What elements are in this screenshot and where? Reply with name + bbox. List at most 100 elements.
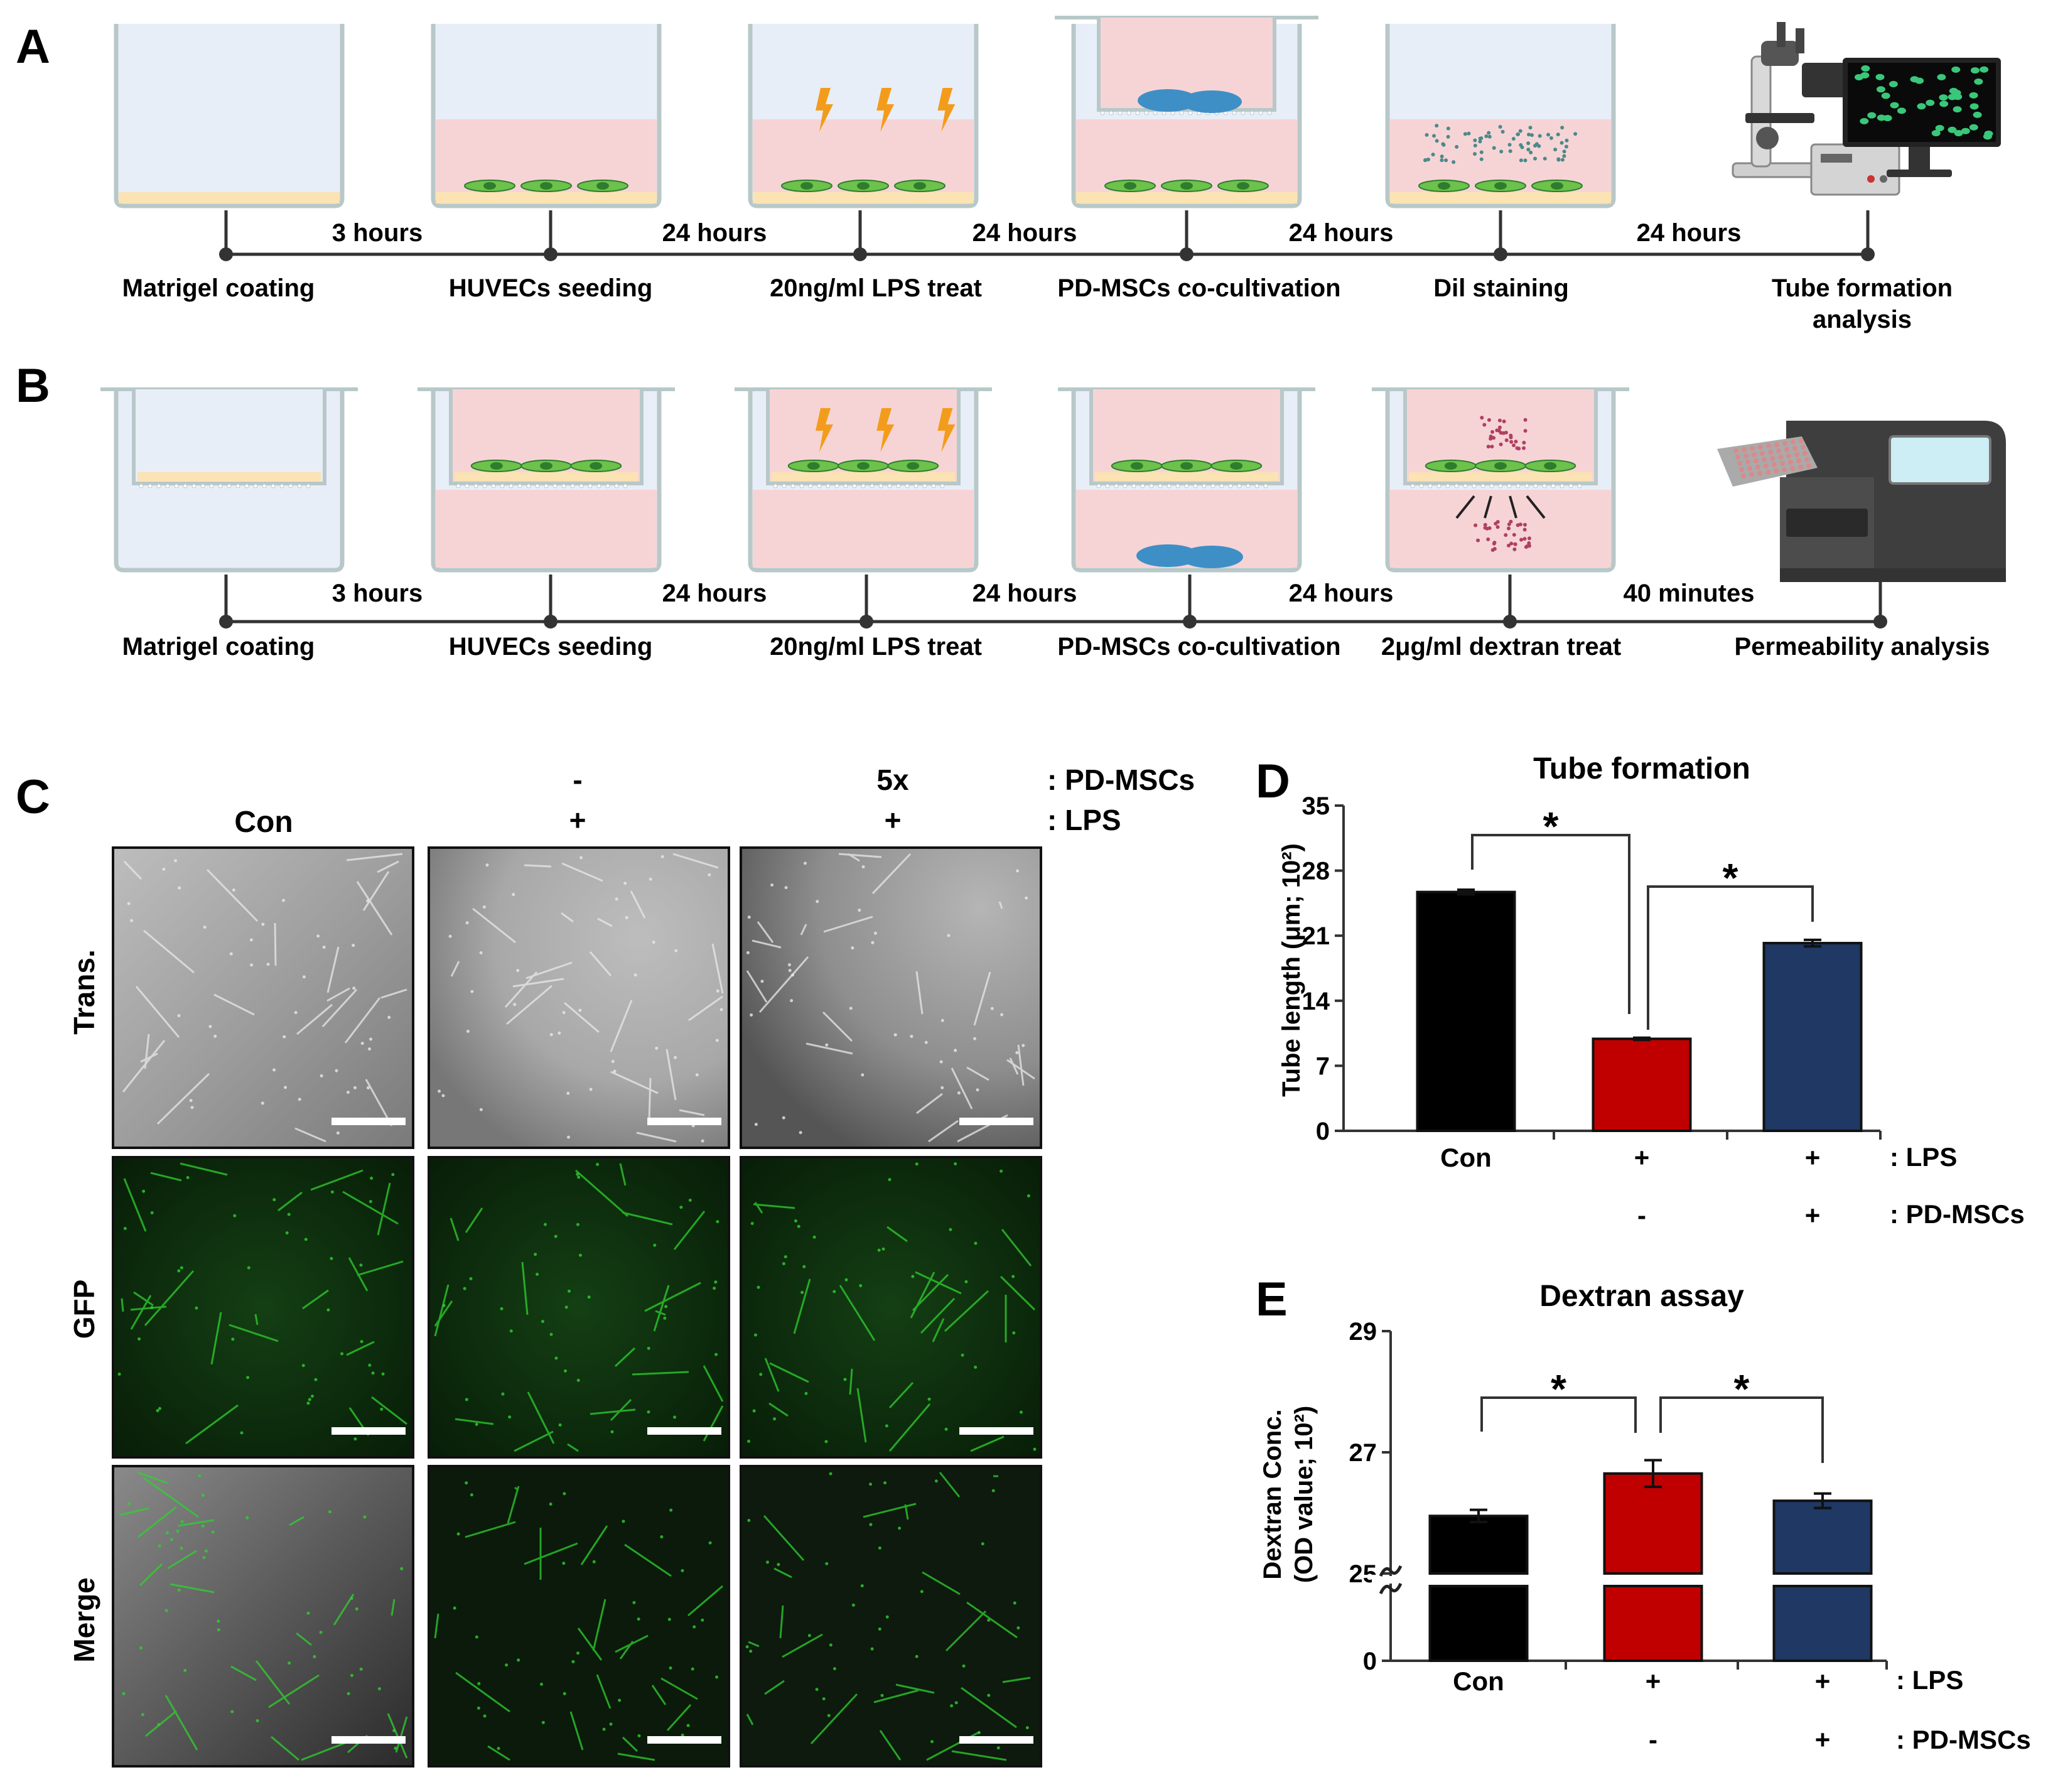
- y-tick-label: 0: [1363, 1648, 1377, 1675]
- scale-bar: [331, 1736, 406, 1744]
- row-label-trans: Trans.: [68, 949, 100, 1035]
- x-row1-label: +: [1634, 1143, 1650, 1172]
- panel-d-letter: D: [1256, 755, 1290, 808]
- row-label-lps: : LPS: [1047, 804, 1121, 836]
- y-tick-label: 14: [1302, 988, 1330, 1015]
- scale-bar: [331, 1427, 406, 1435]
- timeline-b-step: HUVECs seeding: [449, 633, 653, 661]
- significance-bracket: [1480, 1396, 1637, 1433]
- bar: [1428, 1514, 1529, 1575]
- significance-star: *: [1723, 855, 1738, 900]
- timeline-b-step: PD-MSCs co-cultivation: [1057, 633, 1340, 661]
- panel-c-letter: C: [16, 770, 50, 824]
- timeline-a-step: analysis: [1813, 306, 1912, 333]
- panel-a: A 3 hours 24 hours 24 hours 24 hours 24 …: [16, 16, 2001, 333]
- timeline-a-step: Tube formation: [1772, 274, 1953, 302]
- chart-d-row2-label: : PD-MSCs: [1890, 1199, 2025, 1229]
- lps-mark: +: [569, 804, 586, 836]
- panel-c: C Con - 5x + + : PD-MSCs : LPS Trans. GF…: [16, 764, 1195, 1768]
- arrow-icon: [1455, 495, 1475, 519]
- pdmsc-mark: 5x: [876, 764, 909, 796]
- micrograph-image: [428, 846, 730, 1149]
- chart-d-title: Tube formation: [1533, 752, 1750, 785]
- timeline-a-interval: 3 hours: [332, 219, 423, 247]
- micrograph-image: [428, 1156, 730, 1459]
- micrograph-image: [112, 1465, 414, 1768]
- timeline-b-interval: 24 hours: [662, 580, 767, 607]
- scale-bar: [959, 1427, 1033, 1435]
- pd-msc-cell-icon: [1182, 90, 1242, 113]
- pd-msc-cell-icon: [1138, 89, 1198, 112]
- scale-bar: [647, 1118, 721, 1125]
- scale-bar: [331, 1118, 406, 1125]
- x-row1-label: +: [1805, 1143, 1821, 1172]
- arrow-icon: [1526, 495, 1546, 519]
- x-row2-label: -: [1649, 1725, 1657, 1754]
- timeline-a-step: Dil staining: [1433, 274, 1569, 302]
- timeline-a-step: HUVECs seeding: [449, 274, 653, 302]
- pdmsc-mark: -: [573, 764, 582, 796]
- x-row1-label: +: [1815, 1666, 1831, 1696]
- row-label-gfp: GFP: [68, 1280, 100, 1339]
- significance-star: *: [1551, 1366, 1566, 1411]
- micrograph-image: [740, 846, 1042, 1149]
- lps-bolt-icon: [816, 88, 833, 132]
- micrograph-image: [740, 1465, 1042, 1768]
- lps-bolt-icon: [876, 88, 895, 132]
- timeline-b-interval: 24 hours: [973, 580, 1077, 607]
- bar: [1603, 1585, 1703, 1662]
- scale-bar: [959, 1736, 1033, 1744]
- panel-b-letter: B: [16, 359, 50, 413]
- timeline-node: [219, 247, 233, 261]
- y-tick-label: 29: [1349, 1318, 1377, 1346]
- significance-bracket: [1471, 834, 1630, 1014]
- panel-a-letter: A: [16, 20, 50, 73]
- transwell-insert-icon: [132, 389, 326, 485]
- timeline-a-step: 20ng/ml LPS treat: [770, 274, 982, 302]
- chart-e-title: Dextran assay: [1539, 1280, 1744, 1313]
- lps-mark: +: [885, 804, 902, 836]
- timeline-b-interval: 40 minutes: [1624, 580, 1755, 607]
- y-tick-label: 27: [1349, 1439, 1377, 1467]
- lps-bolt-icon: [816, 408, 833, 452]
- significance-bracket: [1659, 1396, 1824, 1463]
- timeline-a-interval: 24 hours: [662, 219, 767, 247]
- timeline-a-interval: 24 hours: [1637, 219, 1742, 247]
- timeline-a-interval: 24 hours: [1289, 219, 1394, 247]
- timeline-node: [544, 615, 558, 629]
- lps-bolt-icon: [937, 408, 956, 452]
- lps-bolt-icon: [876, 408, 895, 452]
- timeline-node: [1180, 247, 1194, 261]
- timeline-b-interval: 3 hours: [332, 580, 423, 607]
- timeline-node: [219, 615, 233, 629]
- pd-msc-cell-icon: [1180, 546, 1243, 568]
- timeline-b-interval: 24 hours: [1289, 580, 1394, 607]
- arrow-icon: [1509, 495, 1517, 519]
- x-row2-label: +: [1815, 1725, 1831, 1754]
- timeline-b-step: Permeability analysis: [1735, 633, 1990, 661]
- timeline-node: [544, 247, 558, 261]
- micrograph-image: [112, 846, 414, 1149]
- scale-bar: [647, 1736, 721, 1744]
- timeline-a-step: Matrigel coating: [122, 274, 315, 302]
- y-tick-label: 35: [1302, 792, 1330, 820]
- x-row1-label: +: [1646, 1666, 1661, 1696]
- x-row1-label: Con: [1453, 1666, 1504, 1696]
- arrow-icon: [1484, 495, 1492, 519]
- timeline-node: [1861, 247, 1875, 261]
- bar: [1592, 1037, 1692, 1132]
- culture-well-icon: [114, 24, 345, 208]
- panel-b: B 3 hours 24 hours 24 hours 24 hours 40 …: [16, 359, 2006, 661]
- bar: [1772, 1499, 1873, 1575]
- timeline-node: [1494, 247, 1507, 261]
- panel-e-letter: E: [1256, 1273, 1288, 1326]
- scale-bar: [647, 1427, 721, 1435]
- chart-e-row1-label: : LPS: [1896, 1665, 1963, 1695]
- chart-d-row1-label: : LPS: [1890, 1142, 1957, 1172]
- axis-break-mark: [1379, 1565, 1403, 1577]
- bar: [1772, 1585, 1873, 1662]
- significance-star: *: [1734, 1366, 1750, 1411]
- chart-e-row2-label: : PD-MSCs: [1896, 1725, 2031, 1754]
- timeline-node: [859, 615, 873, 629]
- timeline-node: [1503, 615, 1517, 629]
